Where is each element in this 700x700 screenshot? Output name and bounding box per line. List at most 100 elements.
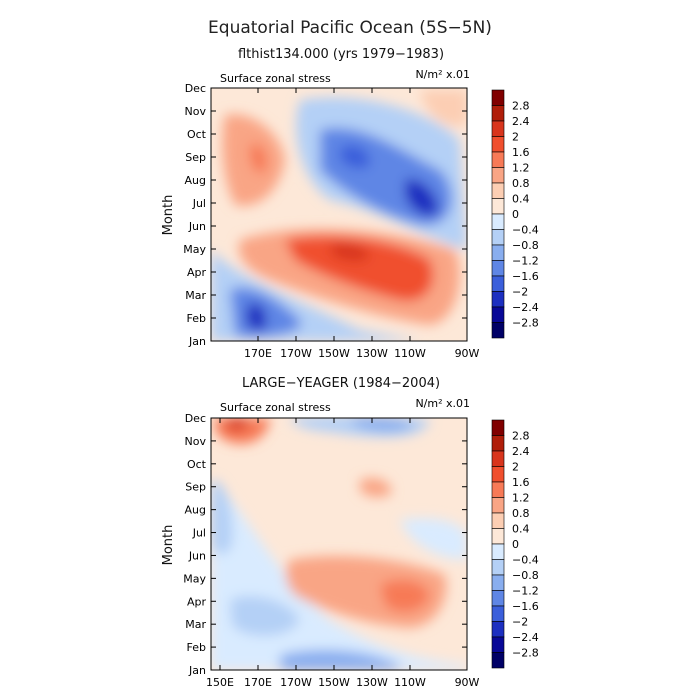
panel-top-colorbar: 2.8 2.4 2 1.6 1.2 0.8 0.4 0 −0.4 −0.8 −1.2 −1.6 −2 −2… bbox=[491, 89, 539, 339]
panel-top-y-axis: Jan Feb Mar Apr May Jun Jul Aug Sep Oct Nov Dec bbox=[183, 82, 467, 348]
bot-colorbar-swatch bbox=[491, 636, 505, 653]
panel-bottom-negative-jan-east bbox=[280, 649, 400, 670]
top-colorbar-swatch bbox=[491, 322, 505, 339]
panel-top-variable-label: Surface zonal stress bbox=[220, 72, 331, 85]
bot-colorbar-swatch bbox=[491, 590, 505, 607]
top-x-tick-label: 150W bbox=[318, 347, 350, 360]
panel-top-units-label: N/m² x.01 bbox=[415, 68, 470, 81]
top-colorbar-label: −1.6 bbox=[512, 270, 539, 283]
top-colorbar-label: −2.4 bbox=[512, 301, 539, 314]
panel-top-plot-frame bbox=[210, 87, 468, 342]
bot-colorbar-swatch bbox=[491, 543, 505, 560]
top-colorbar-label: 2.8 bbox=[512, 100, 530, 113]
bot-y-tick-label: Sep bbox=[185, 481, 206, 494]
top-x-tick-label: 90W bbox=[455, 347, 480, 360]
panel-top: flthist134.000 (yrs 1979−1983) Surface z… bbox=[161, 47, 539, 360]
top-x-tick-label: 130W bbox=[356, 347, 388, 360]
panel-bottom-negative-jul-east bbox=[400, 518, 467, 560]
top-y-tick-label: Apr bbox=[187, 266, 207, 279]
panel-top-negative-sep-deep bbox=[340, 145, 371, 169]
top-colorbar-label: −2.8 bbox=[512, 317, 539, 330]
bot-colorbar-swatch bbox=[491, 621, 505, 638]
top-x-tick-label: 110W bbox=[394, 347, 426, 360]
panel-bottom-positive-apr-core bbox=[380, 579, 430, 613]
bot-y-tick-label: Aug bbox=[185, 504, 206, 517]
top-colorbar-swatch bbox=[491, 105, 505, 122]
bot-y-tick-label: Dec bbox=[185, 412, 206, 425]
panel-top-title: flthist134.000 (yrs 1979−1983) bbox=[238, 47, 444, 62]
panel-bottom-variable-label: Surface zonal stress bbox=[220, 401, 331, 414]
top-y-tick-label: May bbox=[183, 243, 206, 256]
bot-colorbar-swatch bbox=[491, 512, 505, 529]
bot-colorbar-label: 0.8 bbox=[512, 507, 530, 520]
top-colorbar-label: −0.8 bbox=[512, 239, 539, 252]
bot-y-tick-label: May bbox=[183, 572, 206, 585]
panel-bottom-colorbar: 2.8 2.4 2 1.6 1.2 0.8 0.4 0 −0.4 −0.8 −1.2 −1.6 −2 −2… bbox=[491, 419, 539, 669]
bot-x-tick-label: 170E bbox=[244, 676, 272, 689]
bot-colorbar-label: 1.2 bbox=[512, 492, 530, 505]
top-colorbar-swatch bbox=[491, 167, 505, 184]
top-y-tick-label: Nov bbox=[185, 105, 207, 118]
top-colorbar-swatch bbox=[491, 229, 505, 246]
top-y-tick-label: Mar bbox=[185, 289, 206, 302]
bot-colorbar-label: −0.8 bbox=[512, 569, 539, 582]
panel-top-negative-jan-deep bbox=[246, 302, 267, 331]
top-colorbar-label: 0 bbox=[512, 208, 519, 221]
bot-x-tick-label: 110W bbox=[394, 676, 426, 689]
top-y-tick-label: Jun bbox=[188, 220, 206, 233]
bot-colorbar-label: −0.4 bbox=[512, 554, 539, 567]
bot-colorbar-label: −2 bbox=[512, 616, 528, 629]
top-x-tick-label: 170E bbox=[244, 347, 272, 360]
bot-colorbar-label: 2.8 bbox=[512, 430, 530, 443]
top-colorbar-swatch bbox=[491, 198, 505, 215]
top-colorbar-swatch bbox=[491, 182, 505, 199]
top-colorbar-label: 1.2 bbox=[512, 162, 530, 175]
panel-top-y-axis-label: Month bbox=[161, 195, 176, 236]
top-colorbar-swatch bbox=[491, 136, 505, 153]
bot-colorbar-swatch bbox=[491, 559, 505, 576]
panel-bottom-positive-dec-core bbox=[225, 418, 250, 431]
bot-colorbar-swatch bbox=[491, 652, 505, 669]
panel-bottom-y-axis: Jan Feb Mar Apr May Jun Jul Aug Sep Oct Nov Dec bbox=[183, 412, 467, 677]
top-colorbar-swatch bbox=[491, 89, 505, 106]
panel-bottom-negative-dec-core bbox=[350, 418, 415, 432]
panel-top-negative-jan-core bbox=[230, 287, 302, 338]
panel-bottom: LARGE−YEAGER (1984−2004) Surface zonal s… bbox=[161, 376, 539, 689]
top-colorbar-swatch bbox=[491, 306, 505, 323]
top-colorbar-label: −0.4 bbox=[512, 224, 539, 237]
bot-y-tick-label: Nov bbox=[185, 435, 207, 448]
top-colorbar-swatch bbox=[491, 291, 505, 308]
panel-bottom-plot-frame bbox=[210, 417, 468, 671]
panel-bottom-negative-aug-west bbox=[211, 479, 233, 555]
top-colorbar-swatch bbox=[491, 151, 505, 168]
panel-top-positive-may-max bbox=[330, 243, 370, 262]
bot-colorbar-swatch bbox=[491, 450, 505, 467]
panel-bottom-field bbox=[211, 418, 467, 670]
bot-y-tick-label: Apr bbox=[187, 595, 207, 608]
bot-y-tick-label: Jun bbox=[188, 549, 206, 562]
bot-x-tick-label: 90W bbox=[455, 676, 480, 689]
bot-y-tick-label: Jul bbox=[192, 527, 206, 540]
bot-x-tick-label: 150W bbox=[318, 676, 350, 689]
bot-colorbar-label: 2 bbox=[512, 461, 519, 474]
top-y-tick-label: Jul bbox=[192, 197, 206, 210]
bot-colorbar-label: −2.8 bbox=[512, 647, 539, 660]
bot-x-tick-label: 130W bbox=[356, 676, 388, 689]
top-colorbar-label: −2 bbox=[512, 286, 528, 299]
bot-colorbar-swatch bbox=[491, 574, 505, 591]
top-y-tick-label: Feb bbox=[187, 312, 206, 325]
figure-title: Equatorial Pacific Ocean (5S−5N) bbox=[208, 18, 492, 38]
bot-colorbar-label: 1.6 bbox=[512, 476, 530, 489]
bot-colorbar-swatch bbox=[491, 605, 505, 622]
bot-y-tick-label: Jan bbox=[188, 664, 206, 677]
top-colorbar-swatch bbox=[491, 120, 505, 137]
bot-y-tick-label: Mar bbox=[185, 618, 206, 631]
bot-x-tick-label: 150E bbox=[206, 676, 234, 689]
bot-y-tick-label: Oct bbox=[187, 458, 207, 471]
bot-colorbar-swatch bbox=[491, 497, 505, 514]
panel-top-positive-sep-core bbox=[249, 144, 268, 173]
bot-colorbar-swatch bbox=[491, 481, 505, 498]
bot-colorbar-label: −1.2 bbox=[512, 585, 539, 598]
top-x-tick-label: 170W bbox=[280, 347, 312, 360]
